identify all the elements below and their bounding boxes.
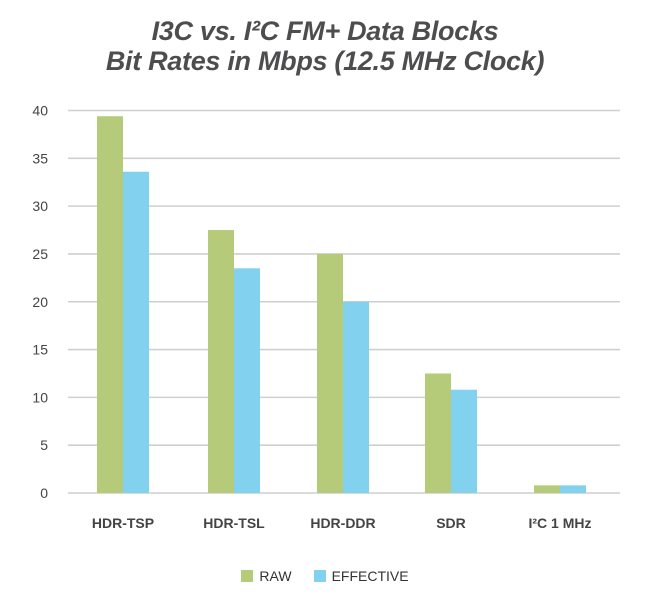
y-tick-label: 5 [40,437,48,453]
y-tick-label: 30 [32,198,48,214]
legend-label-raw: RAW [259,568,292,584]
legend-item-effective: EFFECTIVE [313,568,409,584]
y-tick-label: 20 [32,294,48,310]
bar-raw-3 [317,253,343,493]
legend-item-raw: RAW [241,568,292,584]
x-tick-label: HDR-TSL [203,515,265,531]
bar-raw-4 [425,373,451,493]
y-tick-label: 25 [32,246,48,262]
y-tick-label: 10 [32,389,48,405]
x-tick-label: HDR-DDR [310,515,375,531]
y-tick-label: 0 [40,485,48,501]
y-tick-label: 35 [32,150,48,166]
bar-effective-5 [560,485,586,493]
bar-raw-2 [208,230,234,493]
y-tick-label: 15 [32,342,48,358]
legend-label-effective: EFFECTIVE [331,568,409,584]
bar-effective-4 [451,389,477,493]
legend-swatch-raw [241,570,254,582]
legend: RAW EFFECTIVE [0,568,650,584]
bar-raw-5 [534,485,560,493]
bar-effective-2 [234,268,260,493]
chart-title-line-1: I3C vs. I²C FM+ Data Blocks [151,16,499,46]
x-tick-label: SDR [436,515,466,531]
y-tick-label: 40 [32,103,48,119]
x-tick-label: I²C 1 MHz [529,515,592,531]
legend-swatch-effective [313,570,326,582]
bar-effective-3 [343,301,369,493]
bar-raw-1 [97,116,123,494]
chart-title-line-2: Bit Rates in Mbps (12.5 MHz Clock) [105,46,545,76]
x-tick-label: HDR-TSP [92,515,154,531]
bar-effective-1 [123,171,149,493]
